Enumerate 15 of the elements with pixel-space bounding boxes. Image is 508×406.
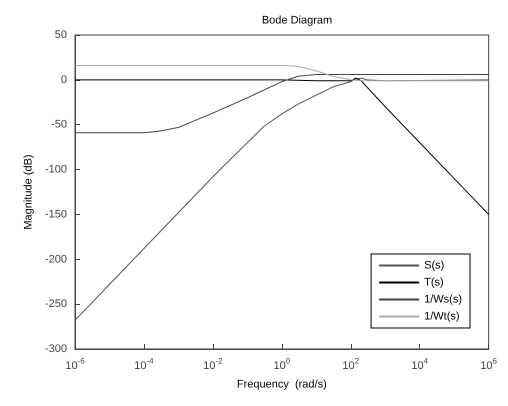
y-tick-label: -150 <box>44 208 67 220</box>
y-tick-label: -300 <box>44 343 67 355</box>
y-tick-label: -50 <box>51 118 67 131</box>
chart-title: Bode Diagram <box>262 14 332 26</box>
legend-label: S(s) <box>424 260 444 272</box>
y-tick-label: -250 <box>44 298 67 310</box>
legend-label: 1/Wt(s) <box>424 310 460 322</box>
y-tick-label: 50 <box>54 29 67 41</box>
legend-label: 1/Ws(s) <box>424 294 462 306</box>
x-axis-title: Frequency (rad/s) <box>236 378 327 390</box>
y-tick-label: -100 <box>44 164 67 176</box>
y-axis-title: Magnitude (dB) <box>22 154 35 230</box>
y-tick-label: 0 <box>60 74 67 86</box>
y-tick-label: -200 <box>44 253 67 266</box>
legend-label: T(s) <box>424 276 444 288</box>
